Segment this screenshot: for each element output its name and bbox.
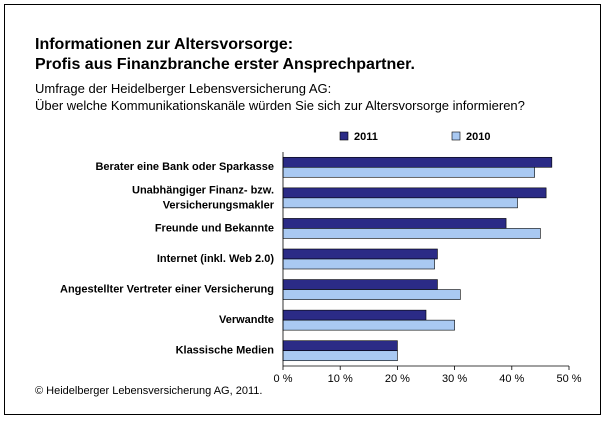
legend-swatch bbox=[339, 131, 349, 141]
x-tick-label: 50 % bbox=[556, 373, 581, 385]
bar bbox=[282, 258, 435, 270]
bar bbox=[282, 289, 461, 300]
bar bbox=[282, 197, 518, 209]
bar bbox=[282, 228, 541, 239]
bar bbox=[282, 319, 455, 331]
chart-subtitle: Umfrage der Heidelberger Lebensversicher… bbox=[35, 81, 525, 113]
bar bbox=[282, 218, 507, 229]
x-tick-label: 40 % bbox=[499, 373, 524, 385]
legend-label: 2010 bbox=[466, 131, 490, 143]
source: © Heidelberger Lebensversicherung AG, 20… bbox=[35, 385, 262, 397]
x-tick-label: 30 % bbox=[442, 373, 467, 385]
bar bbox=[282, 187, 547, 199]
y-tick-label: Verwandte bbox=[219, 314, 274, 326]
bar bbox=[282, 156, 553, 168]
y-tick-label: Freunde und Bekannte bbox=[155, 222, 274, 234]
bar bbox=[282, 350, 398, 362]
y-tick-label: Unabhängiger Finanz- bzw. Versicherungsma… bbox=[132, 184, 275, 211]
bar bbox=[282, 248, 438, 260]
y-tick-label: Internet (inkl. Web 2.0) bbox=[157, 253, 274, 265]
y-tick-label: Klassische Medien bbox=[176, 345, 275, 357]
x-tick-label: 20 % bbox=[385, 373, 410, 385]
legend-swatch bbox=[451, 131, 461, 141]
chart-title: Informationen zur Altersvorsorge: Profis … bbox=[35, 36, 415, 73]
bar bbox=[282, 279, 438, 290]
bar bbox=[282, 340, 398, 352]
bar bbox=[282, 309, 427, 321]
y-tick-label: Berater eine Bank oder Sparkasse bbox=[95, 161, 274, 173]
y-tick-label: Angestellter Vertreter einer Versicherun… bbox=[60, 283, 274, 295]
bar bbox=[282, 166, 535, 178]
x-tick-label: 0 % bbox=[274, 373, 293, 385]
legend-label: 2011 bbox=[354, 131, 378, 143]
frame bbox=[4, 4, 601, 415]
x-tick-label: 10 % bbox=[328, 373, 353, 385]
